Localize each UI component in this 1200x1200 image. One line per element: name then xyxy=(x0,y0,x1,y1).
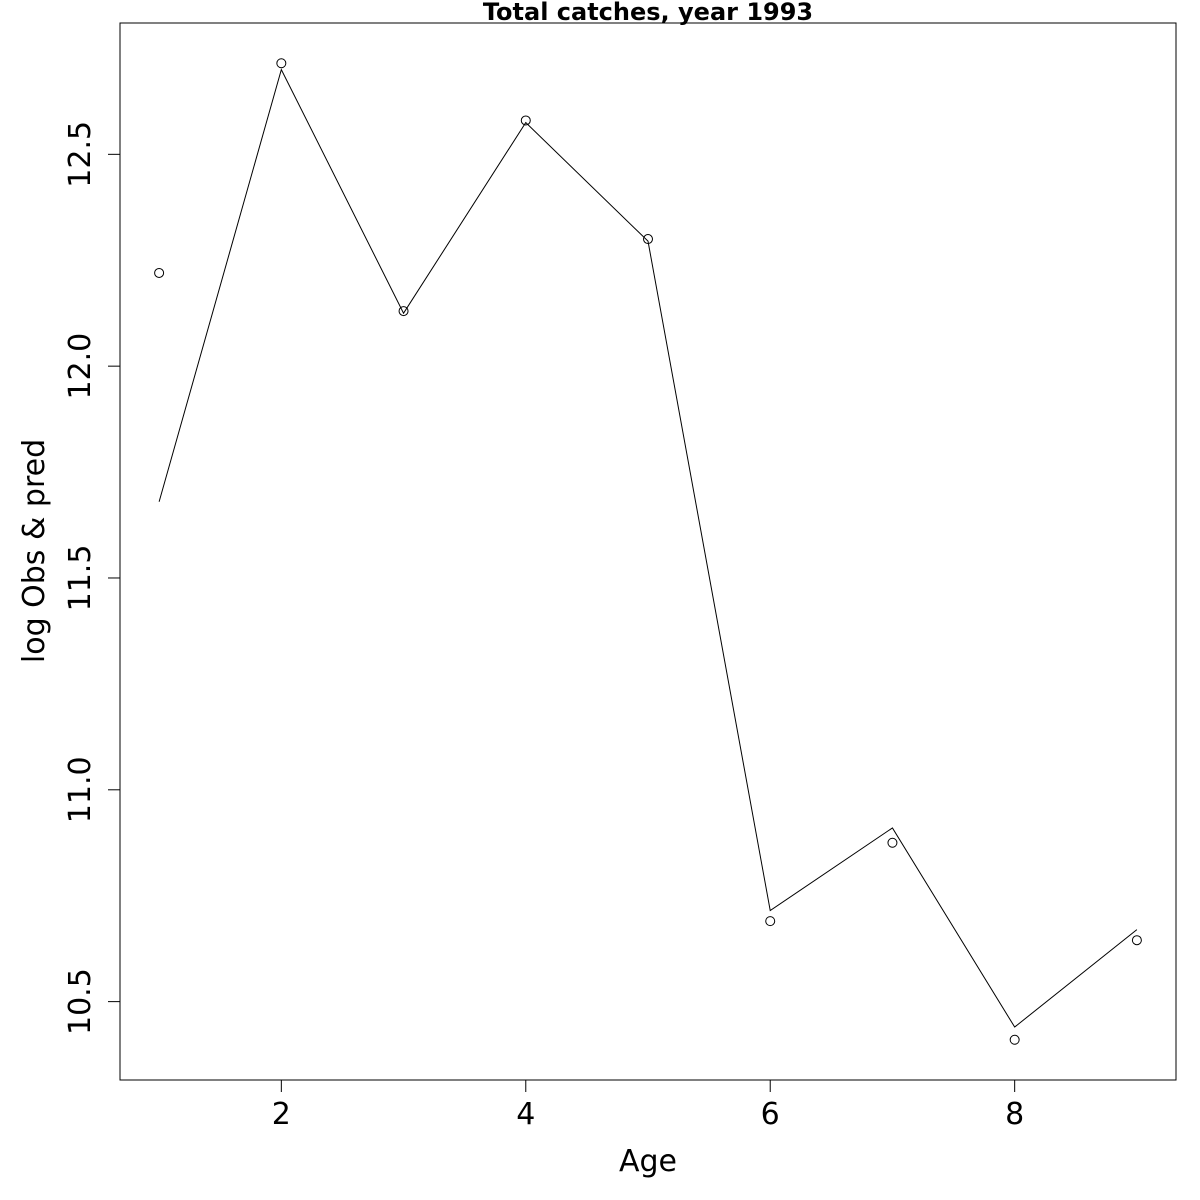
x-axis-title: Age xyxy=(619,1144,677,1179)
y-tick-label: 12.0 xyxy=(63,333,98,400)
observed-point xyxy=(276,58,287,69)
plot-title: Total catches, year 1993 xyxy=(483,0,813,26)
observed-point xyxy=(1131,935,1142,946)
observed-point xyxy=(887,837,898,848)
observed-point xyxy=(398,306,409,317)
y-tick-label: 11.0 xyxy=(63,756,98,823)
y-tick-label: 11.5 xyxy=(63,545,98,612)
y-tick-label: 10.5 xyxy=(63,968,98,1035)
observed-point xyxy=(154,267,165,278)
observed-point xyxy=(1009,1034,1020,1045)
predicted-line xyxy=(158,68,1138,1028)
series-layer xyxy=(154,58,1142,1045)
x-axis: 2 4 6 8 xyxy=(272,1079,1024,1132)
observed-point xyxy=(765,916,776,927)
x-tick-label: 4 xyxy=(516,1097,535,1132)
x-tick-label: 2 xyxy=(272,1097,291,1132)
y-tick-label: 12.5 xyxy=(63,121,98,188)
plot-frame xyxy=(119,22,1177,1081)
x-tick-label: 6 xyxy=(761,1097,780,1132)
y-axis: 10.5 11.0 11.5 12.0 12.5 xyxy=(63,121,121,1035)
y-axis-title: log Obs & pred xyxy=(17,439,52,663)
observed-point xyxy=(520,115,531,126)
x-tick-label: 8 xyxy=(1005,1097,1024,1132)
